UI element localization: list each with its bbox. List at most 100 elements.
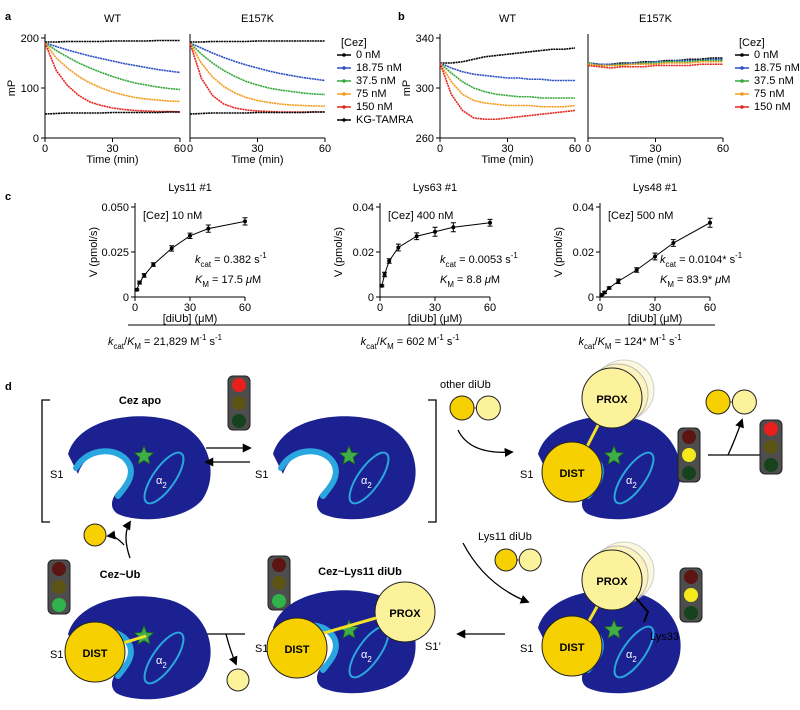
legend-dot: [740, 66, 744, 70]
text-part: = 0.0053 s: [456, 254, 511, 266]
series-line: [190, 40, 325, 43]
annotation: KM = 17.5 μM: [195, 274, 261, 289]
text-part: = 21,829 M: [141, 336, 199, 348]
legend-dot: [342, 118, 346, 122]
legend-label: 75 nM: [754, 88, 785, 100]
chart-title: E157K: [639, 13, 673, 25]
legend-dot: [740, 53, 744, 57]
annotation: [Cez] 500 nM: [608, 210, 673, 222]
annotation: kcat = 0.0053 s-1: [440, 251, 518, 269]
traffic-lamp: [682, 448, 696, 462]
text-part: K: [127, 336, 135, 348]
text-part: μ: [484, 274, 491, 286]
traffic-lamp: [232, 414, 246, 428]
text-part: M: [721, 274, 730, 286]
chart-title: WT: [104, 13, 121, 25]
data-point: [188, 233, 192, 238]
series-line: [587, 60, 723, 67]
legend-dot: [342, 92, 346, 96]
text-part: -1: [260, 251, 268, 260]
data-point: [602, 290, 607, 295]
x-tick-label: 60: [174, 143, 186, 155]
state-title: Cez apo: [119, 395, 161, 407]
x-tick-label: 60: [569, 143, 581, 155]
y-tick-label: 340: [416, 33, 434, 45]
y-tick-label: 260: [416, 133, 434, 145]
text-part: k: [361, 336, 367, 348]
y-tick-label: 0.050: [101, 202, 129, 214]
data-point: [634, 268, 639, 272]
x-axis-label: Time (min): [629, 154, 681, 166]
text-part: k: [108, 336, 114, 348]
text-part: /: [595, 336, 599, 348]
cez-domain: [273, 416, 416, 520]
helix-label: α2: [361, 649, 372, 664]
arrow: [106, 530, 125, 546]
data-point: [671, 241, 676, 245]
y-tick-label: 0.04: [573, 202, 594, 214]
series-line: [44, 42, 181, 103]
text-part: k: [578, 336, 584, 348]
data-point: [488, 220, 492, 225]
x-tick-label: 60: [704, 302, 716, 314]
arrow: [225, 633, 238, 666]
ubiquitin-dist-label: DIST: [559, 468, 584, 480]
arrow: [457, 429, 514, 458]
text-part: s: [206, 336, 215, 348]
text-part: -1: [199, 333, 207, 342]
legend-label: 75 nM: [356, 88, 387, 100]
y-tick-label: 0: [33, 133, 39, 145]
text-part: -1: [675, 333, 683, 342]
helix-alpha2: [613, 625, 655, 679]
x-tick-label: 0: [42, 143, 48, 155]
annotation: KM = 83.9* μM: [660, 274, 730, 289]
text-part: K: [598, 336, 606, 348]
site-label: S1: [520, 643, 533, 655]
y-axis-label: V (pmol/s): [553, 227, 565, 277]
helix-alpha2: [613, 451, 655, 505]
annotation: [Cez] 400 nM: [388, 210, 453, 222]
traffic-lamp: [52, 580, 66, 594]
x-axis-label: [diUb] (μM): [408, 313, 463, 325]
text-part: cat: [113, 342, 124, 351]
text-part: 2: [632, 655, 636, 664]
data-point: [708, 220, 712, 225]
x-axis-label: Time (min): [86, 154, 138, 166]
ubiquitin-dist: [266, 617, 328, 679]
ubiquitin: [83, 523, 107, 547]
x-tick-label: 30: [429, 302, 441, 314]
traffic-lamp: [232, 396, 246, 410]
series-line: [44, 42, 181, 74]
panel-label: a: [5, 11, 12, 23]
text-part: [Cez] 500 nM: [608, 210, 673, 222]
data-point: [607, 286, 612, 290]
text-part: -1: [659, 333, 667, 342]
text-part: α: [156, 655, 163, 667]
ubiquitin-dist: [541, 441, 603, 503]
chart-title: Lys48 #1: [633, 182, 677, 194]
text-part: -1: [215, 333, 223, 342]
text-part: /: [377, 336, 381, 348]
text-part: K: [195, 274, 203, 286]
y-tick-label: 0: [368, 292, 374, 304]
legend-label: 150 nM: [356, 101, 393, 113]
series-line: [439, 62, 576, 121]
ratio-label: kcat/KM = 21,829 M-1 s-1: [108, 333, 223, 351]
y-tick-label: 300: [416, 83, 434, 95]
state-title: Cez~Lys11 diUb: [318, 566, 402, 578]
helix-label: α2: [626, 475, 637, 490]
site-s1: [278, 448, 339, 499]
helix-alpha2: [348, 451, 390, 505]
ratio-label: kcat/KM = 124* M-1 s-1: [578, 333, 682, 351]
data-point: [206, 226, 211, 231]
text-part: k: [195, 254, 201, 266]
site-label: S1: [50, 469, 63, 481]
ubiquitin: [494, 548, 518, 572]
data-point: [243, 219, 247, 224]
x-tick-label: 0: [132, 302, 138, 314]
text-part: [Cez] 400 nM: [388, 210, 453, 222]
lys33-sidechain: [635, 597, 650, 623]
site-s1: [73, 448, 134, 499]
x-tick-label: 0: [437, 143, 443, 155]
ubiquitin-dist-label: DIST: [559, 642, 584, 654]
